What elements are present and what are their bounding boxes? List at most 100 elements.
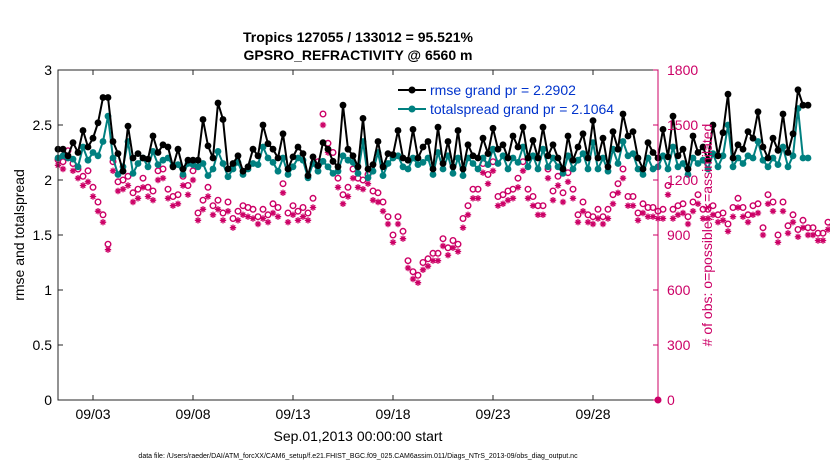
rmse-point — [144, 155, 152, 163]
obs-possible-marker — [799, 216, 807, 224]
obs-possible-marker — [279, 180, 287, 188]
rmse-point — [719, 129, 727, 137]
obs-assimilated-marker — [639, 209, 647, 217]
obs-assimilated-marker — [499, 200, 507, 208]
spread-point — [484, 161, 492, 169]
rmse-point — [274, 154, 282, 162]
spread-point — [539, 145, 547, 153]
obs-assimilated-marker — [749, 211, 757, 219]
obs-assimilated-marker — [709, 211, 717, 219]
chart-title-line1: Tropics 127055 / 133012 = 95.521% — [243, 29, 474, 45]
rmse-point — [209, 154, 217, 162]
obs-possible-marker — [224, 198, 232, 206]
obs-assimilated-marker — [759, 231, 767, 239]
y-tick-label-left: 1.5 — [33, 227, 53, 243]
rmse-point — [164, 143, 172, 151]
obs-assimilated-marker — [629, 202, 637, 209]
obs-possible-marker — [629, 192, 637, 200]
y-tick-label-left: 2.5 — [33, 117, 53, 133]
x-tick-label: 09/23 — [475, 406, 510, 422]
obs-possible-marker — [619, 165, 627, 173]
rmse-point — [284, 165, 292, 173]
rmse-layer — [54, 86, 812, 180]
rmse-point — [269, 145, 277, 153]
spread-point — [754, 138, 762, 145]
obs-possible-marker — [669, 205, 677, 213]
rmse-point — [569, 156, 577, 164]
spread-point — [769, 154, 777, 162]
data-file-footer: data file: /Users/raeder/DAI/ATM_forcXX/… — [138, 453, 578, 460]
rmse-point — [659, 125, 667, 133]
spread-point — [804, 154, 812, 162]
obs-assimilated-marker — [824, 226, 830, 233]
rmse-point — [639, 165, 647, 173]
obs-assimilated-marker — [544, 174, 552, 182]
y-tick-label-right: 1200 — [667, 172, 698, 188]
obs-assimilated-marker — [409, 275, 417, 283]
obs-possible-marker — [549, 187, 557, 195]
rmse-point — [619, 110, 627, 118]
rmse-point — [184, 156, 192, 164]
rmse-point — [374, 138, 382, 145]
obs-assimilated-marker — [184, 191, 192, 198]
rmse-point — [99, 94, 107, 101]
rmse-point — [494, 145, 502, 153]
legend-spread-label: totalspread grand pr = 2.1064 — [430, 101, 614, 117]
obs-assimilated-marker — [584, 218, 592, 226]
y-tick-label-right: 900 — [667, 227, 691, 243]
rmse-point — [319, 139, 327, 147]
rmse-point — [584, 154, 592, 162]
obs-possible-marker — [569, 185, 577, 193]
obs-assimilated-marker — [94, 207, 102, 215]
obs-possible-marker — [764, 191, 772, 199]
chart-title-line2: GPSRO_REFRACTIVITY @ 6560 m — [244, 47, 473, 63]
obs-assimilated-marker — [404, 264, 412, 272]
obs-assimilated-marker — [634, 217, 642, 224]
obs-assimilated-marker — [304, 217, 312, 224]
obs-assimilated-marker — [374, 198, 382, 206]
obs-possible-marker — [309, 194, 317, 202]
rmse-point — [109, 138, 117, 145]
obs-assimilated-marker — [454, 248, 462, 255]
obs-possible-marker — [784, 222, 792, 230]
obs-assimilated-marker — [804, 231, 812, 239]
obs-assimilated-marker — [154, 176, 162, 184]
spread-point — [669, 143, 677, 151]
obs-assimilated-marker — [619, 174, 627, 182]
obs-assimilated-marker — [444, 251, 452, 259]
obs-possible-marker — [574, 211, 582, 219]
obs-assimilated-marker — [809, 231, 817, 239]
spread-point — [154, 161, 162, 169]
obs-assimilated-marker — [724, 228, 732, 235]
spread-point — [784, 163, 792, 171]
rmse-point — [614, 145, 622, 153]
spread-point — [564, 152, 572, 160]
rmse-point — [64, 152, 72, 160]
obs-assimilated-marker — [559, 198, 567, 206]
obs-assimilated-marker — [149, 196, 157, 204]
rmse-point — [599, 134, 607, 142]
y-tick-label-left: 0 — [44, 392, 52, 408]
y-tick-label-left: 3 — [44, 62, 52, 78]
spread-point — [114, 171, 122, 178]
rmse-point — [344, 145, 352, 153]
obs-possible-marker — [664, 181, 672, 189]
obs-assimilated-marker — [719, 217, 727, 224]
rmse-point — [244, 163, 252, 171]
rmse-point — [254, 152, 262, 160]
rmse-point — [499, 141, 507, 149]
obs-assimilated-marker — [169, 202, 177, 209]
rmse-point — [514, 143, 522, 151]
obs-assimilated-marker — [194, 217, 202, 224]
obs-assimilated-marker — [819, 237, 827, 244]
rmse-point — [409, 125, 417, 133]
obs-assimilated-marker — [384, 220, 392, 228]
rmse-point — [154, 149, 162, 156]
obs-assimilated-marker — [814, 237, 822, 244]
x-axis: 09/03 09/08 09/13 09/18 09/23 09/28 — [75, 70, 611, 422]
obs-possible-marker — [289, 202, 297, 210]
obs-assimilated-marker — [394, 220, 402, 228]
spread-point — [339, 152, 347, 160]
obs-assimilated-marker — [739, 213, 747, 220]
